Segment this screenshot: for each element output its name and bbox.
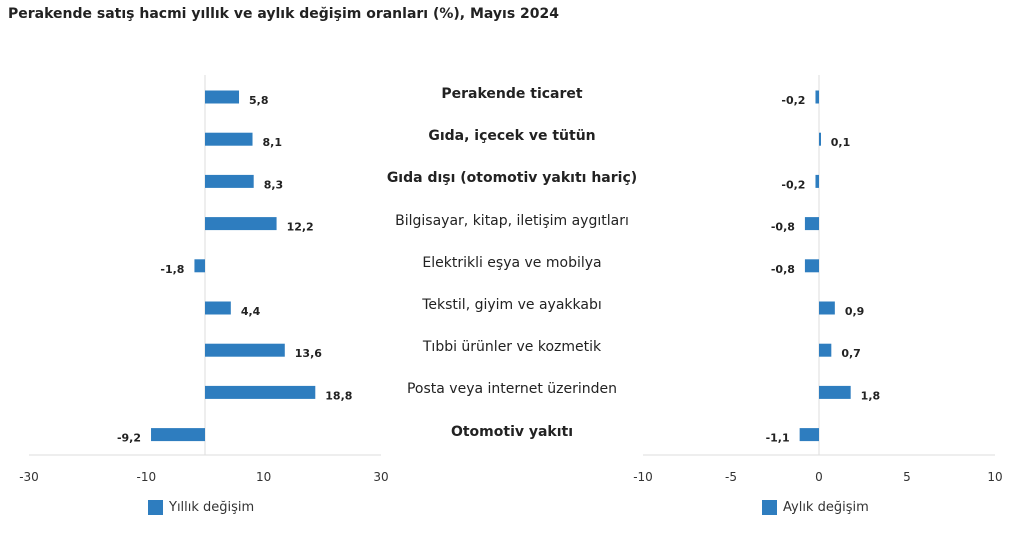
- data-label: -0,2: [781, 94, 805, 107]
- category-label: Gıda, içecek ve tütün: [428, 128, 596, 145]
- bar: [815, 90, 819, 104]
- category-label: Otomotiv yakıtı: [450, 423, 574, 440]
- x-tick-label: -10: [633, 470, 653, 484]
- x-tick-label: -30: [19, 470, 39, 484]
- data-label: 18,8: [325, 389, 352, 402]
- legend-yillik: Yıllık değişim: [148, 500, 254, 515]
- data-label: -1,8: [160, 263, 184, 276]
- legend-label: Yıllık değişim: [169, 500, 255, 515]
- legend-swatch: [762, 500, 777, 515]
- bar: [819, 132, 821, 146]
- data-label: 5,8: [249, 94, 269, 107]
- bar: [151, 428, 205, 442]
- data-label: 1,8: [861, 389, 881, 402]
- category-label: Tıbbi ürünler ve kozmetik: [422, 339, 602, 356]
- bar: [205, 385, 316, 399]
- bar: [815, 174, 819, 188]
- x-tick-label: -5: [725, 470, 737, 484]
- bar: [205, 217, 277, 231]
- chart-title: Perakende satış hacmi yıllık ve aylık de…: [8, 6, 560, 22]
- bar: [205, 132, 253, 146]
- bar: [205, 90, 240, 104]
- data-label: 0,9: [845, 305, 865, 318]
- category-label: Bilgisayar, kitap, iletişim aygıtları: [395, 212, 629, 229]
- category-label: Elektrikli eşya ve mobilya: [422, 254, 602, 271]
- bar: [205, 174, 254, 188]
- category-label: Perakende ticaret: [441, 86, 583, 102]
- bar: [819, 301, 835, 315]
- category-label: Posta veya internet üzerinden: [406, 381, 618, 398]
- x-tick-label: 30: [373, 470, 388, 484]
- category-label: Tekstil, giyim ve ayakkabı: [422, 297, 602, 313]
- bar: [804, 217, 819, 231]
- legend-label: Aylık değişim: [783, 500, 869, 515]
- data-label: -1,1: [766, 432, 790, 445]
- bar: [194, 259, 205, 273]
- x-tick-label: 5: [903, 470, 911, 484]
- category-label: Gıda dışı (otomotiv yakıtı hariç): [386, 170, 638, 187]
- legend-swatch: [148, 500, 163, 515]
- legend-aylik: Aylık değişim: [762, 500, 869, 515]
- bar: [819, 343, 832, 357]
- data-label: 0,1: [831, 136, 851, 149]
- bar: [804, 259, 819, 273]
- bar: [799, 428, 819, 442]
- data-label: -0,8: [771, 263, 795, 276]
- data-label: 12,2: [287, 221, 314, 234]
- x-tick-label: 0: [815, 470, 823, 484]
- x-tick-label: 10: [987, 470, 1002, 484]
- data-label: -9,2: [117, 432, 141, 445]
- x-tick-label: 10: [256, 470, 271, 484]
- data-label: -0,8: [771, 221, 795, 234]
- data-label: 0,7: [841, 347, 861, 360]
- bar: [205, 343, 285, 357]
- data-label: 13,6: [295, 347, 322, 360]
- bar: [819, 385, 851, 399]
- x-tick-label: -10: [137, 470, 157, 484]
- data-label: 8,1: [263, 136, 283, 149]
- bar: [205, 301, 231, 315]
- data-label: 8,3: [264, 178, 284, 191]
- data-label: -0,2: [781, 178, 805, 191]
- data-label: 4,4: [241, 305, 261, 318]
